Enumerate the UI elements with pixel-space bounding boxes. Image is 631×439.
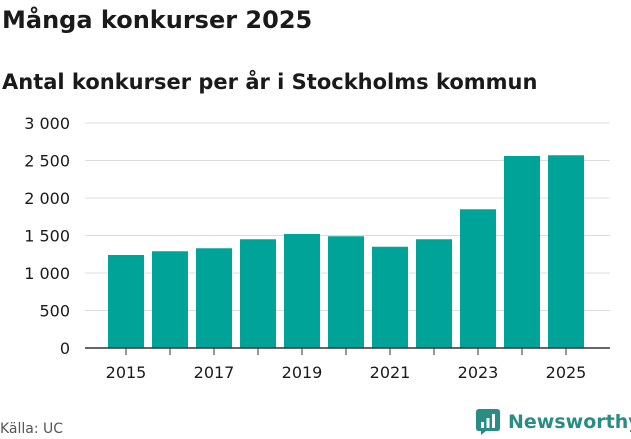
source-note: Källa: UC — [0, 421, 64, 437]
y-tick-label: 2 500 — [24, 152, 70, 171]
chart-subtitle: Antal konkurser per år i Stockholms komm… — [2, 70, 538, 94]
y-tick-label: 1 500 — [24, 227, 70, 246]
bar-2016 — [152, 251, 188, 348]
x-tick-label: 2025 — [546, 363, 587, 382]
y-tick-label: 3 000 — [24, 114, 70, 133]
bar-2019 — [284, 234, 320, 348]
y-tick-label: 1 000 — [24, 264, 70, 283]
x-tick-label: 2019 — [282, 363, 323, 382]
bar-2025 — [548, 155, 584, 348]
chart-title: Många konkurser 2025 — [2, 6, 313, 34]
y-tick-label: 500 — [39, 302, 70, 321]
bar-2022 — [416, 239, 452, 348]
bar-2015 — [108, 255, 144, 348]
bar-2024 — [504, 156, 540, 348]
bar-2021 — [372, 246, 408, 348]
brand-logo: Newsworthy — [476, 408, 631, 436]
x-tick-label: 2015 — [106, 363, 147, 382]
x-tick-label: 2023 — [458, 363, 499, 382]
bar-2018 — [240, 239, 276, 348]
bar-2023 — [460, 209, 496, 348]
newsworthy-logo-icon — [476, 409, 500, 435]
bars — [108, 155, 584, 348]
x-tick-label: 2017 — [194, 363, 235, 382]
x-tick-label: 2021 — [370, 363, 411, 382]
y-tick-label: 0 — [60, 339, 70, 358]
y-tick-label: 2 000 — [24, 189, 70, 208]
x-axis-ticks: 2015 2017 2019 2021 2023 2025 — [106, 348, 587, 382]
y-axis-ticks: 0 500 1 000 1 500 2 000 2 500 3 000 — [24, 114, 70, 358]
bar-2020 — [328, 236, 364, 348]
bar-2017 — [196, 248, 232, 348]
brand-name: Newsworthy — [508, 411, 631, 433]
